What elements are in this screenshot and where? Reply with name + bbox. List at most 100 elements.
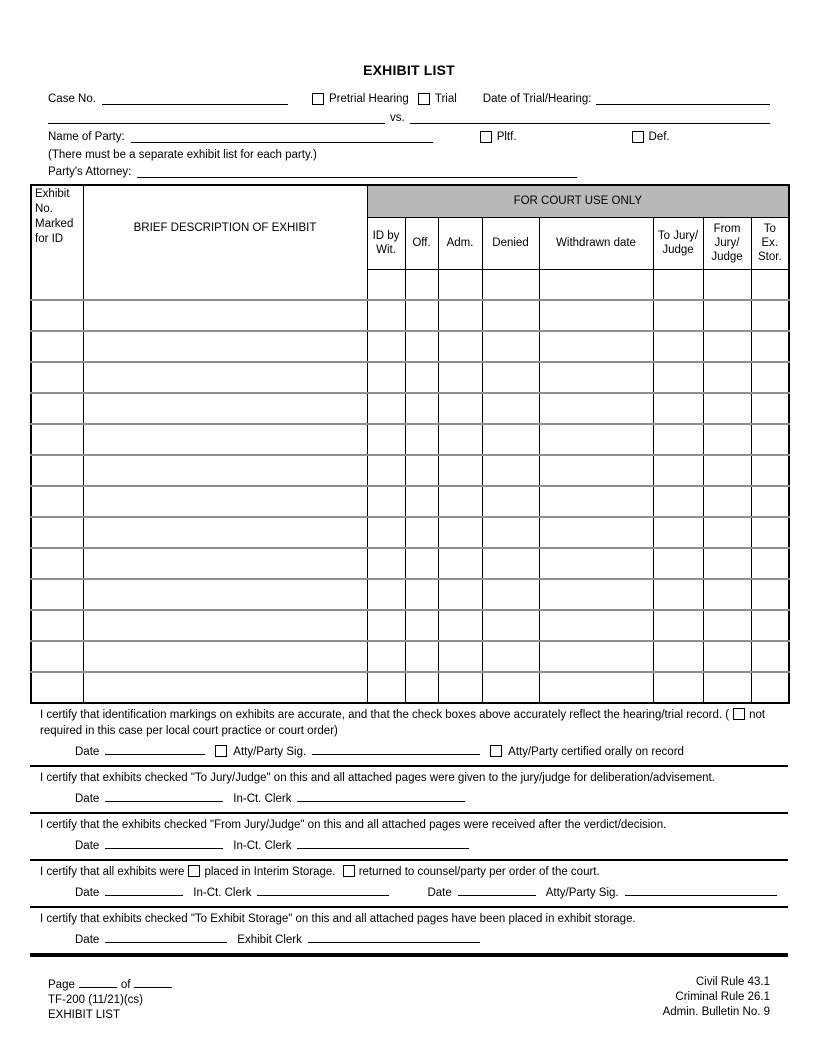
table-cell[interactable] xyxy=(30,392,84,424)
table-cell[interactable] xyxy=(437,578,483,610)
table-cell[interactable] xyxy=(82,516,368,548)
table-cell[interactable] xyxy=(404,609,439,641)
date-input[interactable] xyxy=(105,742,206,755)
table-cell[interactable] xyxy=(481,485,540,517)
table-cell[interactable] xyxy=(538,485,654,517)
table-cell[interactable] xyxy=(481,671,540,703)
table-cell[interactable] xyxy=(750,392,790,424)
table-cell[interactable] xyxy=(82,578,368,610)
table-cell[interactable] xyxy=(437,269,483,300)
table-cell[interactable] xyxy=(750,640,790,672)
plaintiff-checkbox[interactable] xyxy=(479,131,492,143)
table-cell[interactable] xyxy=(702,671,752,703)
table-cell[interactable] xyxy=(30,330,84,362)
table-cell[interactable] xyxy=(30,423,84,455)
exhibit-clerk-input[interactable] xyxy=(307,930,480,943)
table-cell[interactable] xyxy=(538,330,654,362)
date-input[interactable] xyxy=(105,930,228,943)
table-cell[interactable] xyxy=(652,671,704,703)
table-cell[interactable] xyxy=(366,485,406,517)
table-cell[interactable] xyxy=(82,640,368,672)
table-cell[interactable] xyxy=(481,454,540,486)
table-cell[interactable] xyxy=(366,671,406,703)
table-cell[interactable] xyxy=(652,485,704,517)
page-total-input[interactable] xyxy=(134,975,173,988)
table-cell[interactable] xyxy=(538,361,654,393)
date-input[interactable] xyxy=(457,883,536,896)
date-of-trial-input[interactable] xyxy=(596,92,770,105)
table-cell[interactable] xyxy=(82,485,368,517)
table-cell[interactable] xyxy=(404,392,439,424)
case-no-input[interactable] xyxy=(101,92,288,105)
table-cell[interactable] xyxy=(750,269,790,300)
table-cell[interactable] xyxy=(538,547,654,579)
table-cell[interactable] xyxy=(366,516,406,548)
pretrial-hearing-checkbox[interactable] xyxy=(311,93,324,105)
table-cell[interactable] xyxy=(538,269,654,300)
table-cell[interactable] xyxy=(30,671,84,703)
name-of-party-input[interactable] xyxy=(130,130,433,143)
table-cell[interactable] xyxy=(366,361,406,393)
table-cell[interactable] xyxy=(652,361,704,393)
table-cell[interactable] xyxy=(481,516,540,548)
table-cell[interactable] xyxy=(750,423,790,455)
table-cell[interactable] xyxy=(702,547,752,579)
table-cell[interactable] xyxy=(481,392,540,424)
table-cell[interactable] xyxy=(702,361,752,393)
in-ct-clerk-input[interactable] xyxy=(297,836,470,849)
interim-storage-checkbox[interactable] xyxy=(188,865,201,877)
table-cell[interactable] xyxy=(652,640,704,672)
in-ct-clerk-input[interactable] xyxy=(297,789,466,802)
table-cell[interactable] xyxy=(404,640,439,672)
table-cell[interactable] xyxy=(437,640,483,672)
table-cell[interactable] xyxy=(702,516,752,548)
returned-to-counsel-checkbox[interactable] xyxy=(342,865,355,877)
table-cell[interactable] xyxy=(30,516,84,548)
table-cell[interactable] xyxy=(366,640,406,672)
table-cell[interactable] xyxy=(750,516,790,548)
table-cell[interactable] xyxy=(437,299,483,331)
table-cell[interactable] xyxy=(652,578,704,610)
table-cell[interactable] xyxy=(481,361,540,393)
table-cell[interactable] xyxy=(404,547,439,579)
party-two-input[interactable] xyxy=(409,111,770,124)
table-cell[interactable] xyxy=(404,454,439,486)
table-cell[interactable] xyxy=(82,269,368,300)
table-cell[interactable] xyxy=(652,330,704,362)
table-cell[interactable] xyxy=(538,578,654,610)
table-cell[interactable] xyxy=(82,392,368,424)
table-cell[interactable] xyxy=(404,671,439,703)
page-number-input[interactable] xyxy=(78,975,117,988)
date-input[interactable] xyxy=(105,836,224,849)
date-input[interactable] xyxy=(105,883,184,896)
table-cell[interactable] xyxy=(366,547,406,579)
table-cell[interactable] xyxy=(702,299,752,331)
table-cell[interactable] xyxy=(702,269,752,300)
trial-checkbox[interactable] xyxy=(417,93,430,105)
atty-party-sig-input[interactable] xyxy=(312,742,481,755)
atty-party-sig-input[interactable] xyxy=(624,883,777,896)
table-cell[interactable] xyxy=(538,516,654,548)
table-cell[interactable] xyxy=(82,454,368,486)
table-cell[interactable] xyxy=(366,392,406,424)
table-cell[interactable] xyxy=(30,640,84,672)
table-cell[interactable] xyxy=(652,423,704,455)
table-cell[interactable] xyxy=(404,516,439,548)
table-cell[interactable] xyxy=(481,547,540,579)
table-cell[interactable] xyxy=(404,485,439,517)
table-cell[interactable] xyxy=(30,454,84,486)
table-cell[interactable] xyxy=(30,485,84,517)
table-cell[interactable] xyxy=(481,269,540,300)
table-cell[interactable] xyxy=(30,609,84,641)
table-cell[interactable] xyxy=(750,671,790,703)
table-cell[interactable] xyxy=(82,361,368,393)
table-cell[interactable] xyxy=(366,578,406,610)
table-cell[interactable] xyxy=(481,578,540,610)
table-cell[interactable] xyxy=(366,299,406,331)
table-cell[interactable] xyxy=(366,609,406,641)
table-cell[interactable] xyxy=(750,361,790,393)
table-cell[interactable] xyxy=(481,330,540,362)
table-cell[interactable] xyxy=(30,547,84,579)
table-cell[interactable] xyxy=(652,547,704,579)
table-cell[interactable] xyxy=(366,454,406,486)
